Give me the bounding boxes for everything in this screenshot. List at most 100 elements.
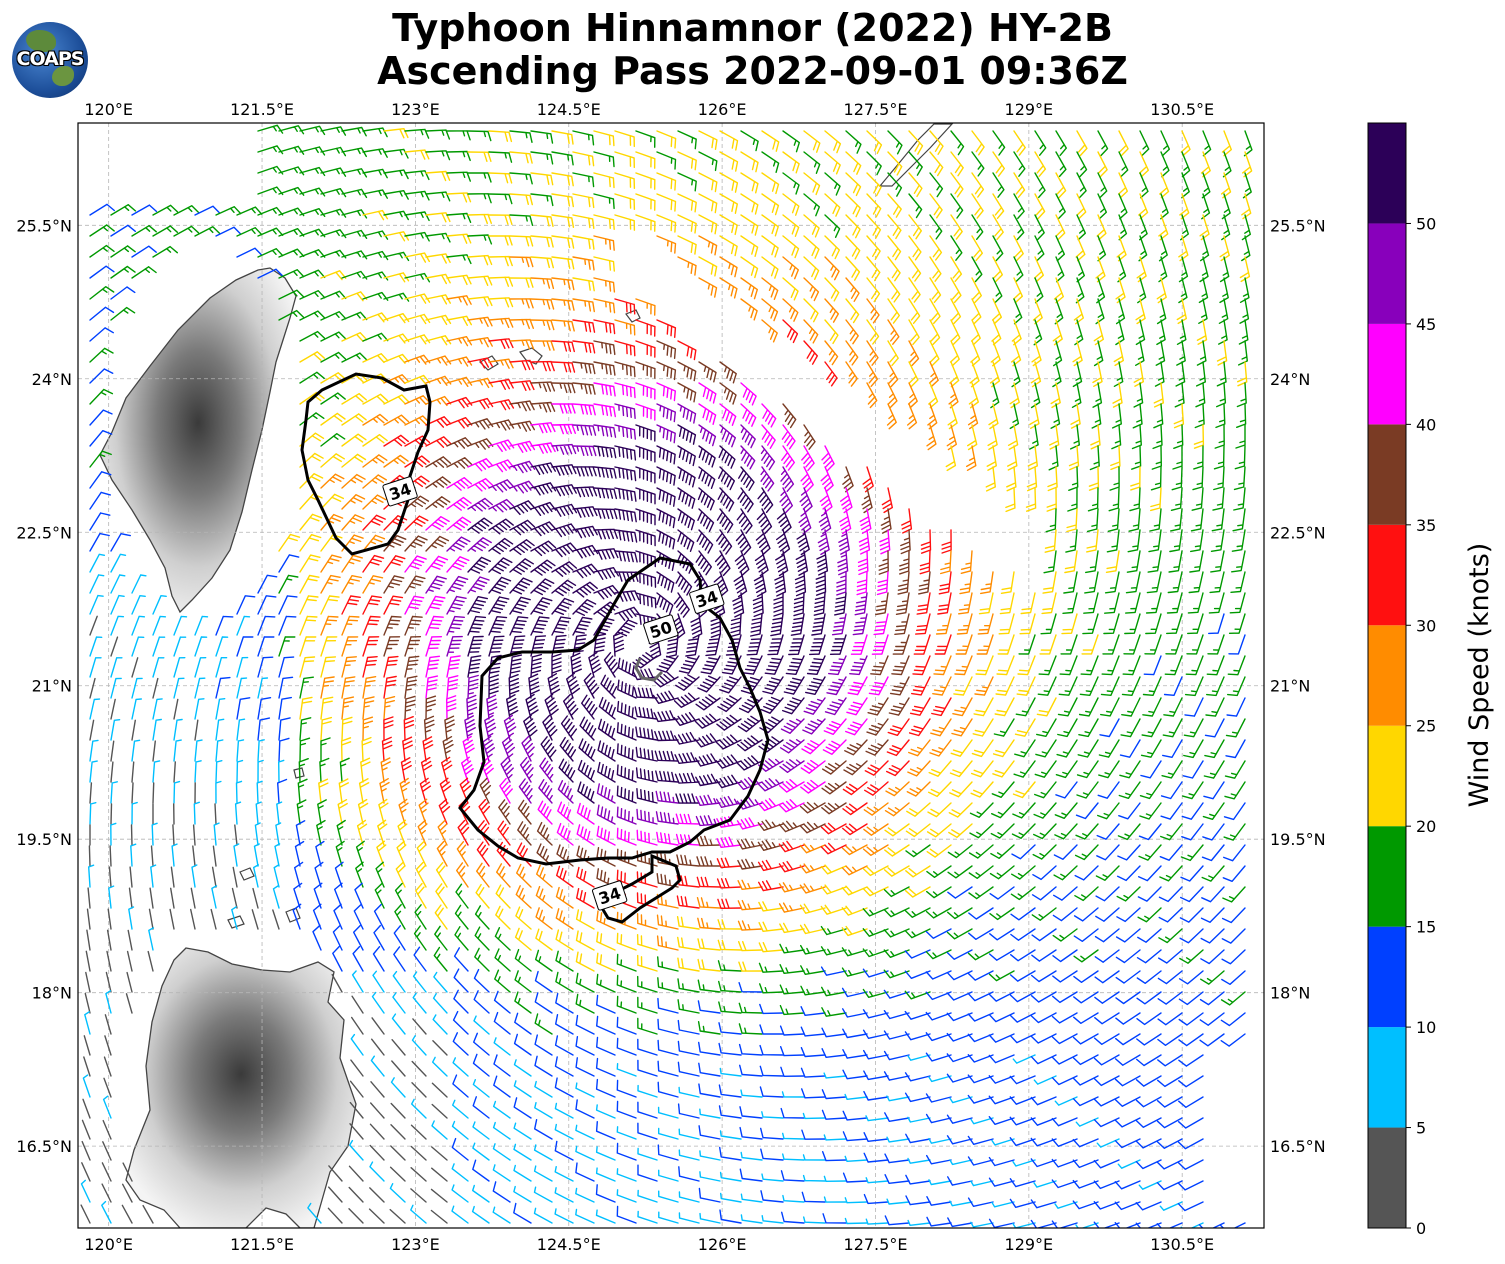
wind-barb	[955, 634, 973, 655]
wind-barb	[101, 1200, 112, 1224]
axis-tick-label-bottom: 123°E	[391, 1235, 440, 1254]
wind-barb	[1117, 844, 1141, 861]
wind-barb	[1156, 1138, 1183, 1149]
wind-barb	[1016, 676, 1036, 696]
wind-barb	[1212, 487, 1225, 511]
wind-barb	[1051, 1054, 1078, 1065]
wind-barb	[1052, 970, 1078, 983]
wind-barb	[1052, 907, 1078, 922]
wind-barb	[528, 673, 540, 699]
wind-barb	[556, 865, 574, 888]
wind-barb	[530, 559, 556, 576]
wind-barb	[758, 901, 784, 912]
wind-barb	[719, 172, 739, 193]
wind-barb	[918, 571, 931, 595]
wind-barb	[1089, 445, 1100, 471]
wind-barb	[131, 719, 136, 741]
wind-barb	[89, 368, 114, 384]
wind-barb	[215, 657, 228, 678]
wind-barb	[430, 1209, 448, 1224]
wind-barb	[442, 736, 454, 762]
wind-barb	[554, 1102, 574, 1119]
wind-barb	[756, 508, 773, 535]
wind-barb	[779, 922, 805, 934]
wind-barb	[1179, 907, 1204, 923]
wind-barb	[698, 361, 717, 383]
wind-barb	[400, 757, 412, 783]
wind-barb	[991, 802, 1015, 819]
wind-barb	[572, 599, 597, 616]
wind-barb	[101, 1162, 112, 1182]
wind-barb	[824, 214, 841, 238]
wind-barb	[110, 286, 136, 300]
wind-barb	[780, 1046, 805, 1057]
wind-barb	[1136, 970, 1162, 984]
wind-barb	[110, 265, 136, 279]
wind-barb	[131, 225, 157, 237]
wind-barb	[1216, 361, 1227, 387]
wind-barb	[1158, 928, 1183, 944]
wind-barb	[1094, 949, 1120, 963]
wind-barb	[1091, 403, 1102, 429]
wind-barb	[1073, 907, 1099, 922]
wind-barb	[778, 840, 805, 853]
wind-barb	[1075, 235, 1086, 262]
wind-barb	[1157, 1075, 1183, 1088]
wind-barb	[949, 340, 960, 367]
wind-barb	[824, 130, 842, 154]
wind-barb	[1012, 781, 1036, 799]
wind-barb	[907, 1054, 931, 1061]
wind-barb	[530, 360, 555, 372]
wind-barb	[278, 166, 305, 176]
wind-barb	[635, 487, 656, 505]
wind-barb	[822, 1213, 847, 1224]
wind-barb	[425, 416, 452, 428]
wind-barb	[635, 172, 656, 190]
wind-barb	[396, 840, 407, 867]
wind-barb	[411, 1035, 427, 1056]
wind-barb	[482, 735, 495, 762]
wind-barb	[332, 945, 343, 972]
wind-barb	[1156, 1180, 1183, 1191]
wind-barb	[253, 864, 259, 888]
wind-barb	[782, 277, 799, 301]
wind-barb	[1211, 508, 1225, 532]
wind-barb	[1207, 634, 1225, 655]
wind-barb	[866, 298, 880, 324]
wind-barb	[455, 883, 469, 909]
wind-barb	[761, 403, 777, 428]
wind-barb	[1168, 550, 1183, 573]
wind-barb	[551, 484, 577, 497]
wind-barb	[717, 919, 742, 930]
wind-barb	[1051, 1012, 1078, 1024]
wind-barb	[803, 193, 820, 217]
wind-barb	[257, 656, 274, 678]
colorbar-segment	[1368, 424, 1406, 525]
wind-barb	[1119, 739, 1141, 758]
wind-barb	[1114, 1138, 1141, 1149]
wind-barb	[194, 226, 221, 237]
wind-barb	[1178, 970, 1204, 985]
wind-barb	[857, 550, 869, 576]
wind-barb	[1158, 907, 1183, 923]
wind-barb	[760, 696, 784, 714]
wind-barb	[821, 1089, 847, 1100]
axis-tick-label-left: 16.5°N	[16, 1137, 72, 1156]
wind-barb	[393, 925, 406, 951]
wind-barb	[341, 615, 360, 636]
wind-barb	[740, 235, 759, 257]
wind-barb	[1096, 823, 1120, 840]
wind-barb	[633, 687, 658, 699]
wind-barb	[1051, 1075, 1078, 1086]
axis-tick-label-bottom: 120°E	[84, 1235, 133, 1254]
wind-barb	[717, 487, 735, 512]
wind-barb	[656, 592, 674, 615]
wind-barb	[1097, 781, 1120, 799]
wind-barb	[404, 495, 430, 510]
wind-barb	[593, 130, 615, 147]
wind-barb	[1118, 193, 1128, 220]
wind-barb	[1055, 130, 1067, 157]
wind-barb	[635, 726, 658, 741]
wind-barb	[320, 554, 342, 573]
wind-barb	[533, 1186, 553, 1203]
